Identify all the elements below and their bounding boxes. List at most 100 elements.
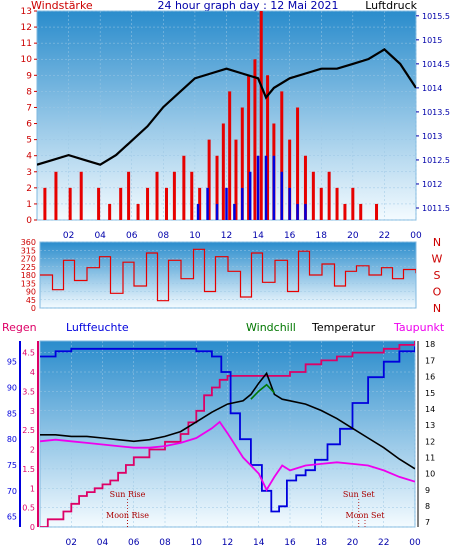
temperature-tick-label: 14	[425, 405, 435, 414]
x-tick-label: 00	[409, 538, 421, 548]
temperature-tick-label: 18	[425, 340, 435, 349]
humidity-tick-label: 85	[7, 409, 17, 418]
y-tick-label: 1013.5	[422, 108, 450, 117]
y-tick-label: 3	[26, 168, 32, 178]
sun-moon-annotations: Sun Rise Moon Rise Sun Set Moon Set	[106, 490, 385, 527]
temperature-tick-label: 13	[425, 421, 435, 430]
temperature-tick-label: 11	[425, 453, 435, 462]
y-tick-label: 1014	[422, 84, 442, 93]
temperature-tick-label: 17	[425, 356, 435, 365]
rain-tick-label: 4.5	[22, 349, 35, 358]
x-tick-label: 16	[284, 231, 296, 241]
x-tick-label: 12	[221, 231, 232, 241]
y-tick-label: 225	[21, 263, 36, 272]
y-tick-label: 12	[21, 23, 32, 33]
x-tick-label: 06	[128, 538, 140, 548]
y-tick-label: 360	[21, 238, 36, 247]
dewpoint-line	[40, 420, 415, 492]
rain-tick-label: 0	[30, 523, 35, 532]
compass-label: O	[433, 286, 442, 299]
annotation-label: Sun Rise	[110, 490, 146, 499]
wind-series	[43, 11, 379, 220]
y-tick-label: 11	[21, 39, 32, 49]
y-tick-label: 0	[26, 216, 32, 226]
y-tick-label: 2	[26, 184, 32, 194]
temperature-tick-label: 16	[425, 373, 435, 382]
legend-entry: Windchill	[246, 321, 296, 334]
x-tick-label: 22	[379, 231, 390, 241]
annotation-label: Moon Set	[346, 511, 386, 520]
y-tick-label: 1011.5	[422, 204, 450, 213]
y-tick-label: 135	[21, 279, 36, 288]
climate-x-axis: 02 04 06 08 10 12 14 16 18 20 22 00	[66, 538, 421, 548]
x-tick-label: 04	[97, 538, 109, 548]
rain-tick-label: 3.5	[22, 387, 35, 396]
humidity-tick-label: 65	[7, 513, 17, 522]
y-tick-label: 315	[21, 246, 36, 255]
chart-title: 24 hour graph day : 12 Mai 2021	[157, 0, 338, 12]
y-tick-label: 180	[21, 271, 36, 280]
temperature-tick-label: 15	[425, 389, 435, 398]
y-tick-label: 1012	[422, 180, 442, 189]
rain-tick-label: 0.5	[22, 504, 35, 513]
x-tick-label: 20	[347, 538, 359, 548]
humidity-tick-label: 80	[7, 435, 17, 444]
wind-pressure-x-axis: 02 04 06 08 10 12 14 16 18 20 22 00	[63, 231, 422, 241]
y-tick-label: 4	[26, 152, 32, 162]
y-tick-label: 7	[26, 103, 32, 113]
x-tick-label: 10	[189, 231, 201, 241]
y-tick-label: 1015.5	[422, 12, 450, 21]
temperature-tick-label: 10	[425, 470, 435, 479]
x-tick-label: 18	[316, 231, 328, 241]
y-tick-label: 270	[21, 255, 36, 264]
x-tick-label: 12	[222, 538, 233, 548]
y-tick-label: 8	[26, 87, 32, 97]
annotation-label: Moon Rise	[106, 511, 149, 520]
windchill-line	[250, 383, 275, 400]
y-tick-label: 45	[26, 296, 36, 305]
rain-tick-label: 2	[30, 446, 35, 455]
y-tick-label: 6	[26, 120, 32, 130]
x-tick-label: 02	[66, 538, 77, 548]
annotation-label: Sun Set	[343, 490, 376, 499]
climate-legend: Regen Luftfeuchte Windchill Temperatur Taupu…	[2, 321, 445, 334]
compass-label: N	[433, 236, 441, 249]
y-tick-label: 5	[26, 136, 32, 146]
header-right: Luftdruck	[365, 0, 417, 12]
rain-tick-label: 2.5	[22, 426, 35, 435]
rain-line	[40, 341, 415, 527]
rain-tick-label: 4	[30, 368, 35, 377]
compass-label: S	[434, 269, 441, 282]
x-tick-label: 02	[63, 231, 74, 241]
humidity-tick-label: 75	[7, 461, 17, 470]
header-left: Windstärke	[31, 0, 93, 12]
climate-series	[40, 341, 415, 527]
y-tick-label: 1013	[422, 132, 442, 141]
x-tick-label: 20	[347, 231, 359, 241]
x-tick-label: 08	[158, 231, 170, 241]
y-tick-label: 1	[26, 200, 32, 210]
rain-tick-label: 1	[30, 484, 35, 493]
x-tick-label: 22	[378, 538, 389, 548]
x-tick-label: 06	[126, 231, 138, 241]
humidity-tick-label: 70	[7, 487, 17, 496]
humidity-tick-label: 90	[7, 384, 17, 393]
x-tick-label: 14	[253, 538, 265, 548]
pressure-line	[37, 48, 416, 166]
pressure-axis: 1011.5 1012 1012.5 1013 1013.5 1014 1014.5 1015…	[416, 12, 450, 213]
x-tick-label: 00	[410, 231, 422, 241]
x-tick-label: 16	[284, 538, 296, 548]
temperature-tick-label: 12	[425, 437, 435, 446]
compass-label: N	[433, 302, 441, 315]
x-tick-label: 08	[159, 538, 171, 548]
rain-tick-label: 1.5	[22, 465, 35, 474]
y-tick-label: 90	[26, 288, 36, 297]
y-tick-label: 0	[31, 304, 36, 313]
y-tick-label: 13	[21, 7, 32, 17]
wind-direction-series	[40, 248, 416, 302]
legend-entry: Temperatur	[311, 321, 376, 334]
legend-entry: Regen	[2, 321, 37, 334]
humidity-tick-label: 95	[7, 358, 17, 367]
